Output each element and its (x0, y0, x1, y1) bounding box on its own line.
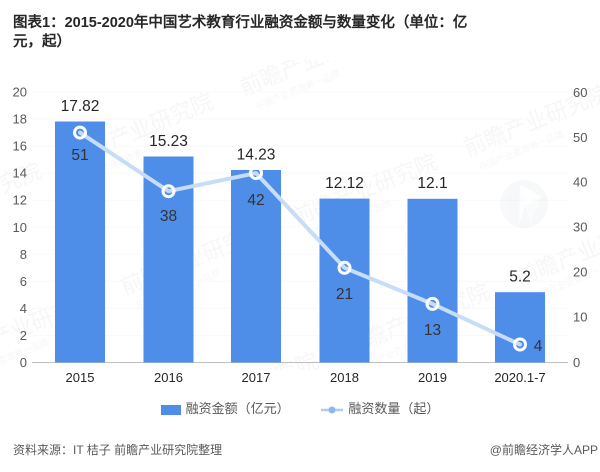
svg-text:16: 16 (13, 139, 27, 154)
svg-text:4: 4 (534, 338, 543, 355)
svg-text:2020.1-7: 2020.1-7 (494, 370, 545, 385)
svg-text:30: 30 (573, 220, 587, 235)
svg-text:12.12: 12.12 (325, 175, 364, 192)
svg-text:10: 10 (13, 220, 27, 235)
svg-text:42: 42 (247, 192, 264, 209)
svg-text:17.82: 17.82 (61, 98, 100, 115)
svg-text:20: 20 (13, 85, 27, 100)
svg-text:51: 51 (71, 147, 88, 164)
svg-text:15.23: 15.23 (149, 133, 188, 150)
svg-text:8: 8 (20, 247, 27, 262)
svg-text:21: 21 (336, 286, 353, 303)
svg-text:2016: 2016 (154, 370, 183, 385)
svg-text:2018: 2018 (330, 370, 359, 385)
svg-text:0: 0 (573, 355, 580, 370)
svg-text:18: 18 (13, 112, 27, 127)
svg-text:38: 38 (160, 208, 177, 225)
svg-text:2: 2 (20, 328, 27, 343)
svg-text:4: 4 (20, 301, 27, 316)
svg-text:12: 12 (13, 193, 27, 208)
svg-text:14: 14 (13, 166, 27, 181)
svg-text:13: 13 (424, 322, 441, 339)
svg-text:12.1: 12.1 (417, 175, 447, 192)
svg-text:10: 10 (573, 310, 587, 325)
svg-text:2019: 2019 (418, 370, 447, 385)
svg-text:6: 6 (20, 274, 27, 289)
svg-text:5.2: 5.2 (509, 269, 531, 286)
svg-text:50: 50 (573, 130, 587, 145)
svg-text:40: 40 (573, 175, 587, 190)
svg-text:60: 60 (573, 85, 587, 100)
svg-text:14.23: 14.23 (237, 147, 276, 164)
svg-text:0: 0 (20, 355, 27, 370)
svg-text:20: 20 (573, 265, 587, 280)
svg-text:2015: 2015 (66, 370, 95, 385)
svg-text:2017: 2017 (242, 370, 271, 385)
